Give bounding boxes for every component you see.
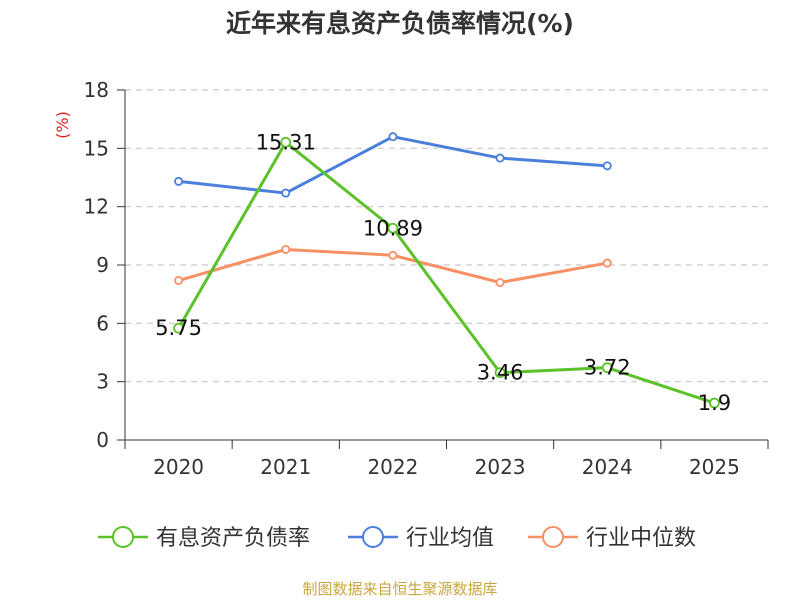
grid-lines (125, 89, 768, 383)
legend-label: 行业中位数 (586, 526, 696, 551)
legend-label: 有息资产负债率 (156, 526, 310, 551)
data-label: 1.9 (698, 391, 731, 415)
source-note: 制图数据来自恒生聚源数据库 (302, 580, 498, 598)
data-point (281, 244, 291, 254)
data-point (602, 258, 612, 268)
y-tick-label: 15 (84, 136, 109, 160)
data-point (495, 153, 505, 163)
x-tick-label: 2025 (689, 455, 740, 479)
data-label: 15.31 (256, 130, 316, 154)
data-labels: 5.75 15.31 10.89 3.46 3.72 1.9 (155, 130, 731, 415)
legend: 有息资产负债率 行业均值 行业中位数 (98, 526, 696, 551)
data-point (387, 222, 399, 234)
series-line (178, 135, 608, 195)
data-point (174, 276, 184, 286)
x-tick-label: 2020 (153, 455, 204, 479)
data-point (173, 322, 184, 334)
data-point (602, 161, 612, 171)
legend-marker (542, 526, 564, 548)
data-point (388, 250, 398, 260)
series-lines (173, 132, 720, 409)
data-label: 3.46 (477, 361, 524, 385)
data-label: 3.72 (584, 356, 631, 380)
legend-label: 行业均值 (406, 526, 494, 551)
y-tick-label: 12 (84, 195, 109, 219)
data-point (281, 188, 291, 198)
axes: 0 3 6 9 12 15 18 2020 2021 2022 2023 2024 2025 (84, 78, 769, 479)
y-tick-label: 18 (84, 78, 109, 102)
data-point (174, 176, 184, 186)
data-point (388, 132, 398, 142)
x-tick-label: 2022 (367, 455, 418, 479)
y-tick-label: 6 (96, 311, 109, 335)
data-label: 5.75 (155, 316, 202, 340)
y-tick-label: 0 (96, 428, 109, 452)
x-tick-label: 2021 (260, 455, 311, 479)
data-label: 10.89 (363, 216, 423, 240)
data-point (280, 136, 292, 148)
y-tick-label: 3 (96, 370, 109, 394)
x-tick-label: 2023 (475, 455, 526, 479)
data-point (494, 367, 506, 379)
series-line (177, 140, 715, 405)
data-point (709, 397, 720, 409)
legend-marker (362, 526, 384, 548)
legend-marker (112, 526, 134, 548)
data-point (495, 277, 505, 287)
y-tick-label: 9 (96, 253, 109, 277)
x-tick-label: 2024 (582, 455, 633, 479)
y-axis-unit-label: (%) (53, 111, 72, 139)
data-point (601, 362, 613, 374)
chart-title: 近年来有息资产负债率情况(%) (226, 9, 574, 38)
